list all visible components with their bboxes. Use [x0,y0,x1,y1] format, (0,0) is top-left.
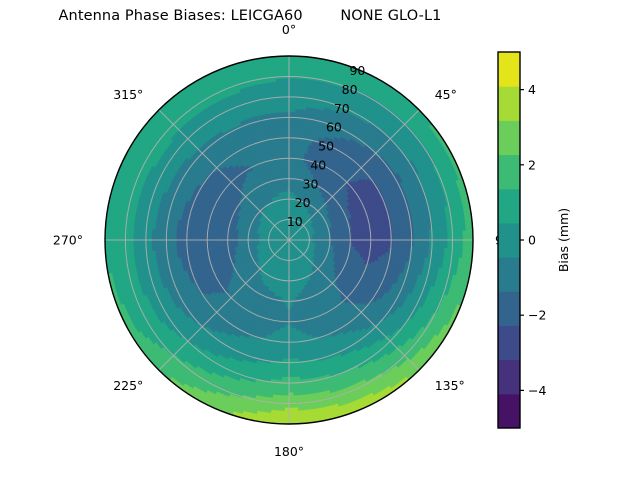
contour-surface [105,56,473,424]
angular-tick-label: 270° [53,233,83,248]
angular-tick-label: 180° [274,444,304,459]
angular-tick-labels: 0° 45° 90 135° 180° 225° 270° 315° [53,22,500,459]
angular-tick-label: 45° [435,87,457,102]
colorbar: 4 2 0 −2 −4 Bias (mm) [497,51,571,429]
colorbar-swatch [498,188,520,224]
angular-tick-label: 225° [113,378,143,393]
colorbar-swatches [498,52,520,429]
colorbar-swatch [498,52,520,87]
colorbar-ticks: 4 2 0 −2 −4 [520,82,546,398]
radial-tick-label: 50 [318,139,334,154]
angular-tick-label: 315° [113,87,143,102]
radial-tick-label: 70 [334,101,350,116]
radial-tick-label: 20 [295,195,311,210]
colorbar-swatch [498,86,520,121]
polar-plot: 0° 45° 90 135° 180° 225° 270° 315° 10 20 30 40 50 60 7… [53,22,500,459]
colorbar-tick-label: −4 [528,383,546,398]
polar-outer-spine [104,55,474,425]
radial-tick-label: 60 [326,120,342,135]
page-title: Antenna Phase Biases: LEICGA60 NONE GLO-… [58,8,442,24]
colorbar-tick-label: 4 [528,82,536,97]
radial-tick-label: 10 [287,214,303,229]
colorbar-swatch [498,325,520,361]
angular-tick-label: 0° [282,22,296,37]
colorbar-tick-label: 2 [528,157,536,172]
radial-tick-labels: 10 20 30 40 50 60 70 80 90 [287,63,366,229]
colorbar-swatch [498,257,520,292]
colorbar-swatch [498,393,520,429]
colorbar-swatch [498,291,520,326]
colorbar-swatch [498,222,520,258]
angular-tick-label: 135° [435,378,465,393]
colorbar-axis-label: Bias (mm) [556,208,571,272]
radial-tick-label: 40 [310,157,326,172]
polar-grid [104,55,474,425]
radial-tick-label: 90 [349,63,365,78]
colorbar-swatch [498,154,520,190]
radial-tick-label: 80 [342,82,358,97]
radial-tick-label: 30 [303,176,319,191]
colorbar-tick-label: −2 [528,308,546,323]
colorbar-swatch [498,359,520,395]
colorbar-swatch [498,120,520,156]
colorbar-tick-label: 0 [528,233,536,248]
